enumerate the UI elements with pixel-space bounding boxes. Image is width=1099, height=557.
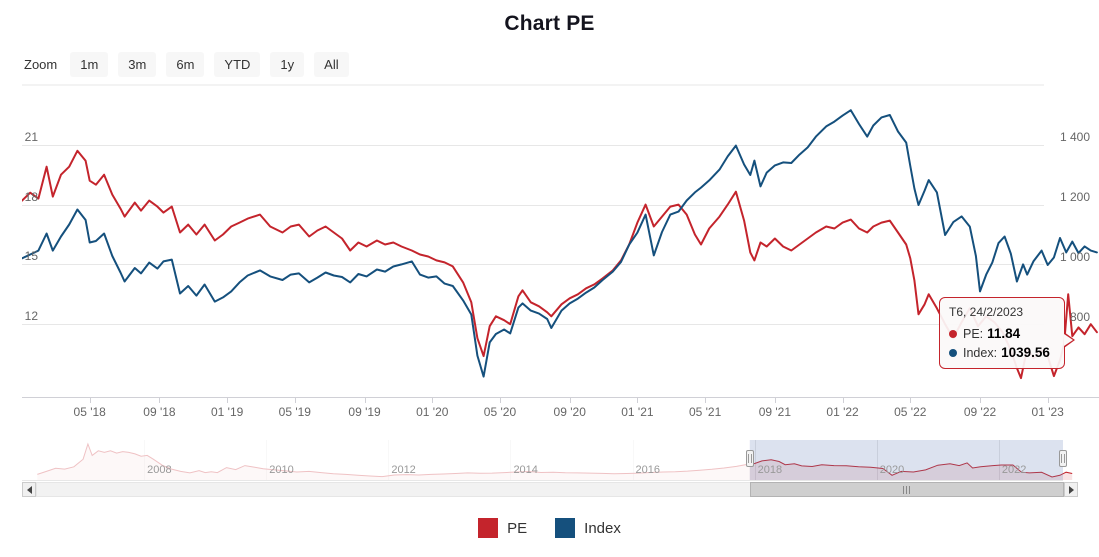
navigator-year-label: 2022 [1001, 464, 1027, 476]
navigator-year-label: 2018 [757, 464, 783, 476]
y-axis-right-label: 1 000 [1059, 250, 1090, 264]
zoom-label: Zoom [24, 57, 58, 72]
x-axis-label: 01 '19 [210, 405, 244, 419]
chart-title: Chart PE [504, 12, 595, 35]
y-axis-left-label: 18 [24, 189, 38, 204]
navigator-year-label: 2010 [269, 464, 294, 476]
x-axis-label: 01 '23 [1031, 405, 1064, 419]
legend-item-index[interactable]: Index [555, 518, 621, 538]
x-axis-label: 09 '20 [553, 405, 586, 419]
pe-series-dot-icon [949, 329, 957, 338]
index-series-dot-icon [949, 348, 957, 357]
navigator-handle-left[interactable] [745, 450, 754, 467]
zoom-button-all[interactable]: All [314, 52, 349, 77]
left-triangle-icon [26, 485, 32, 494]
tooltip-pe-label: PE: [963, 326, 984, 341]
x-axis-label: 01 '21 [621, 405, 654, 419]
x-axis-label: 09 '18 [143, 405, 176, 419]
x-axis-label: 05 '21 [688, 405, 722, 419]
navigator-year-label: 2014 [513, 464, 538, 476]
y-axis-left-label: 12 [24, 309, 38, 324]
y-axis-right-label: 1 400 [1059, 130, 1090, 144]
legend-item-pe[interactable]: PE [478, 518, 527, 538]
zoom-button-1y[interactable]: 1y [270, 52, 305, 77]
navigator-year-label: 2008 [147, 464, 172, 476]
index-swatch-icon [555, 518, 576, 538]
x-axis-label: 01 '20 [416, 405, 449, 419]
x-axis-label: 05 '20 [483, 405, 517, 419]
y-axis-left-label: 21 [24, 129, 38, 144]
tooltip-row-pe: PE: 11.84 [949, 326, 1055, 341]
tooltip-date: T6, 24/2/2023 [949, 305, 1024, 319]
tooltip-index-value: 1039.56 [1001, 345, 1050, 360]
legend: PE Index [0, 518, 1099, 538]
x-axis-label: 05 '18 [73, 405, 106, 419]
pe-swatch-icon [478, 518, 499, 538]
tooltip: T6, 24/2/2023 PE: 11.84 Index: 1039.56 [939, 297, 1075, 369]
x-axis-label: 05 '19 [278, 405, 311, 419]
right-triangle-icon [1068, 485, 1074, 494]
navigator-year-label: 2012 [391, 464, 416, 476]
navigator[interactable] [22, 440, 1063, 480]
scrollbar-right-arrow[interactable] [1064, 482, 1078, 497]
navigator-year-label: 2016 [635, 464, 661, 476]
zoom-button-3m[interactable]: 3m [118, 52, 157, 77]
x-axis-label: 09 '19 [348, 405, 381, 419]
zoom-toolbar: Zoom 1m 3m 6m YTD 1y All [24, 52, 349, 77]
zoom-button-1m[interactable]: 1m [70, 52, 109, 77]
legend-pe-label: PE [507, 519, 528, 537]
x-axis-label: 09 '21 [758, 405, 792, 419]
tooltip-index-label: Index: [963, 345, 998, 360]
scrollbar-thumb[interactable] [749, 482, 1064, 497]
y-axis-right-label: 800 [1069, 310, 1090, 324]
y-axis-right-label: 1 200 [1059, 190, 1090, 204]
tooltip-callout-arrow [1064, 332, 1075, 348]
navigator-handle-right[interactable] [1059, 450, 1067, 467]
tooltip-row-index: Index: 1039.56 [949, 345, 1055, 360]
x-axis-label: 01 '22 [826, 405, 859, 419]
tooltip-pe-value: 11.84 [987, 326, 1021, 341]
y-axis-left-label: 15 [24, 249, 38, 264]
x-axis-label: 05 '22 [894, 405, 927, 419]
zoom-button-ytd[interactable]: YTD [214, 52, 261, 77]
x-axis-label: 09 '22 [963, 405, 997, 419]
navigator-year-label: 2020 [879, 464, 905, 476]
legend-index-label: Index [584, 519, 621, 537]
zoom-button-6m[interactable]: 6m [166, 52, 205, 77]
scrollbar-left-arrow[interactable] [22, 482, 36, 497]
